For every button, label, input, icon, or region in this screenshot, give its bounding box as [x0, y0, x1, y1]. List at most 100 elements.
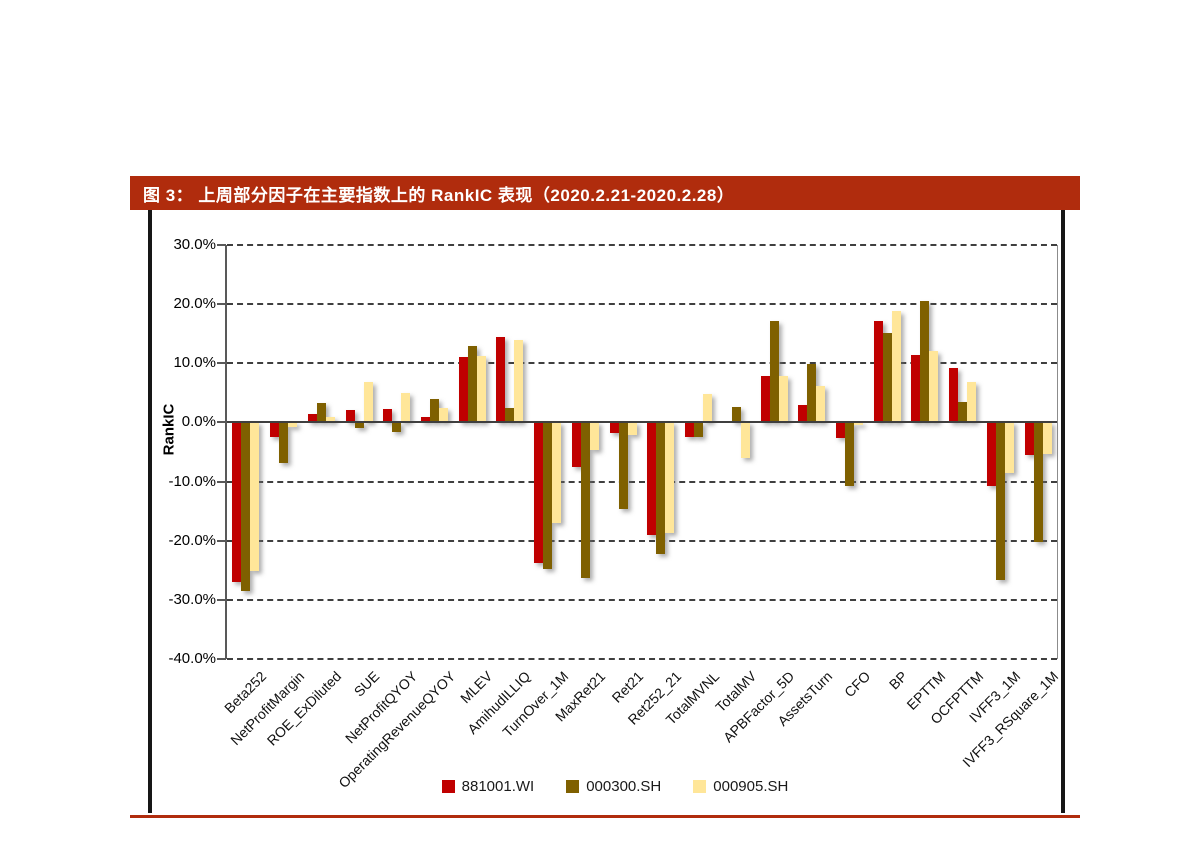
bar-881001.WI-TotalMVNL [685, 422, 695, 437]
bar-000905.SH-IVFF3_1M [1004, 422, 1014, 473]
y-axis-tick--30 [217, 598, 226, 601]
legend-label-000300.SH: 000300.SH [586, 778, 662, 795]
bar-000300.SH-SUE [354, 422, 364, 429]
bar-881001.WI-CFO [836, 422, 845, 438]
bar-000300.SH-IVFF3_1M [995, 422, 1005, 581]
bar-000300.SH-MaxRet21 [580, 422, 590, 578]
bar-881001.WI-NetProfitMargin [270, 422, 280, 438]
legend-swatch-000300.SH [566, 780, 580, 793]
bar-881001.WI-OCFPTTM [949, 368, 959, 423]
gridline-30 [227, 244, 1057, 246]
y-axis-tick-labels: 30.0% 20.0% 10.0% 0.0% -10.0% -20.0% -30.0% -40… [130, 236, 216, 667]
bar-000905.SH-TotalMV [740, 422, 750, 458]
bar-000300.SH-APBFactor_5D [769, 320, 779, 423]
bar-000300.SH-OCFPTTM [958, 402, 968, 423]
gridline-20 [227, 303, 1057, 306]
y-tick-label--30: -30.0% [168, 590, 216, 608]
y-axis-tick-30 [217, 244, 226, 246]
legend-item-000300.SH: 000300.SH [566, 778, 661, 795]
bar-000300.SH-CFO [845, 422, 854, 487]
y-tick-label-0: 0.0% [181, 413, 216, 431]
bar-000300.SH-TotalMV [731, 407, 741, 423]
bar-000905.SH-MaxRet21 [589, 422, 599, 450]
bar-881001.WI-AmihudILLIQ [496, 336, 506, 423]
bar-881001.WI-OperatingRevenueQYOY [421, 416, 430, 423]
bar-000300.SH-AmihudILLIQ [505, 408, 515, 423]
bar-000300.SH-Ret252_21 [656, 422, 666, 555]
y-tick-label-20: 20.0% [173, 295, 216, 313]
bar-881001.WI-Beta252 [232, 422, 242, 583]
legend-item-881001.WI: 881001.WI [441, 778, 534, 795]
bar-000905.SH-BP [891, 310, 901, 423]
bar-881001.WI-BP [873, 321, 883, 423]
bar-000905.SH-OCFPTTM [967, 382, 977, 423]
chart-legend: 881001.WI 000300.SH 000905.SH [225, 778, 1005, 795]
bar-000905.SH-ROE_ExDiluted [325, 417, 335, 423]
y-axis-tick--40 [217, 658, 226, 660]
bar-000905.SH-NetProfitMargin [288, 422, 298, 427]
figure-frame-right-border [1061, 210, 1065, 813]
gridline-10 [227, 362, 1057, 365]
gridline--40 [227, 658, 1057, 660]
bar-000300.SH-BP [882, 333, 892, 423]
bar-000300.SH-MLEV [467, 346, 477, 423]
bar-000905.SH-AssetsTurn [816, 385, 826, 423]
bar-881001.WI-APBFactor_5D [760, 376, 770, 423]
bar-000905.SH-EPTTM [929, 351, 939, 423]
bar-000300.SH-TurnOver_1M [543, 422, 553, 570]
bar-000300.SH-AssetsTurn [807, 363, 817, 423]
bar-881001.WI-EPTTM [911, 355, 921, 423]
bar-000300.SH-OperatingRevenueQYOY [430, 398, 439, 423]
bar-000905.SH-TotalMVNL [703, 394, 713, 423]
y-axis-tick--10 [217, 480, 226, 483]
y-axis-tick--20 [217, 539, 226, 542]
legend-label-000905.SH: 000905.SH [713, 778, 789, 795]
chart-plot-area [217, 244, 1058, 660]
figure-title: 图 3： 上周部分因子在主要指数上的 RankIC 表现（2020.2.21-2… [143, 185, 735, 205]
legend-swatch-881001.WI [441, 780, 455, 793]
bar-000300.SH-NetProfitMargin [279, 422, 289, 463]
bar-000905.SH-TurnOver_1M [552, 422, 562, 523]
bar-000300.SH-Ret21 [618, 422, 628, 509]
y-axis-tick-0 [217, 421, 226, 424]
y-axis-title: RankIC [160, 403, 178, 456]
bar-000300.SH-EPTTM [920, 301, 930, 423]
bar-881001.WI-Ret21 [609, 422, 619, 434]
bar-881001.WI-MLEV [458, 357, 468, 423]
legend-item-000905.SH: 000905.SH [693, 778, 788, 795]
bar-000905.SH-APBFactor_5D [778, 375, 788, 423]
y-tick-label--40: -40.0% [168, 650, 216, 667]
gridline--10 [227, 480, 1057, 483]
figure-frame-left-border [148, 210, 152, 813]
y-axis-tick-20 [217, 303, 226, 306]
y-axis-tick-10 [217, 362, 226, 365]
gridline--20 [227, 539, 1057, 542]
bar-881001.WI-AssetsTurn [798, 404, 808, 423]
bar-000905.SH-SUE [363, 381, 373, 423]
y-tick-label-30: 30.0% [173, 236, 216, 253]
figure-title-bar: 图 3： 上周部分因子在主要指数上的 RankIC 表现（2020.2.21-2… [130, 176, 1080, 210]
bar-000905.SH-IVFF3_RSquare_1M [1042, 422, 1052, 454]
bar-881001.WI-MaxRet21 [571, 422, 581, 468]
bar-000905.SH-CFO [854, 422, 863, 426]
bar-000905.SH-Ret252_21 [665, 422, 675, 534]
bar-000905.SH-Ret21 [627, 422, 637, 436]
bar-881001.WI-IVFF3_RSquare_1M [1024, 422, 1034, 455]
bar-881001.WI-SUE [345, 410, 355, 423]
gridline--30 [227, 598, 1057, 601]
page-divider-rule [130, 815, 1080, 818]
bar-000905.SH-AmihudILLIQ [514, 339, 524, 423]
y-tick-label-10: 10.0% [173, 354, 216, 372]
bar-881001.WI-ROE_ExDiluted [307, 414, 317, 423]
gridline-0 [227, 421, 1057, 424]
bar-000905.SH-Beta252 [250, 422, 260, 572]
bar-000300.SH-NetProfitQYOY [392, 422, 402, 433]
bar-000905.SH-OperatingRevenueQYOY [439, 408, 448, 423]
bar-881001.WI-TurnOver_1M [534, 422, 544, 564]
bar-000300.SH-TotalMVNL [694, 422, 704, 438]
bar-000300.SH-ROE_ExDiluted [316, 402, 326, 423]
legend-swatch-000905.SH [693, 780, 707, 793]
y-tick-label--20: -20.0% [168, 531, 216, 549]
bar-000300.SH-IVFF3_RSquare_1M [1033, 422, 1043, 543]
